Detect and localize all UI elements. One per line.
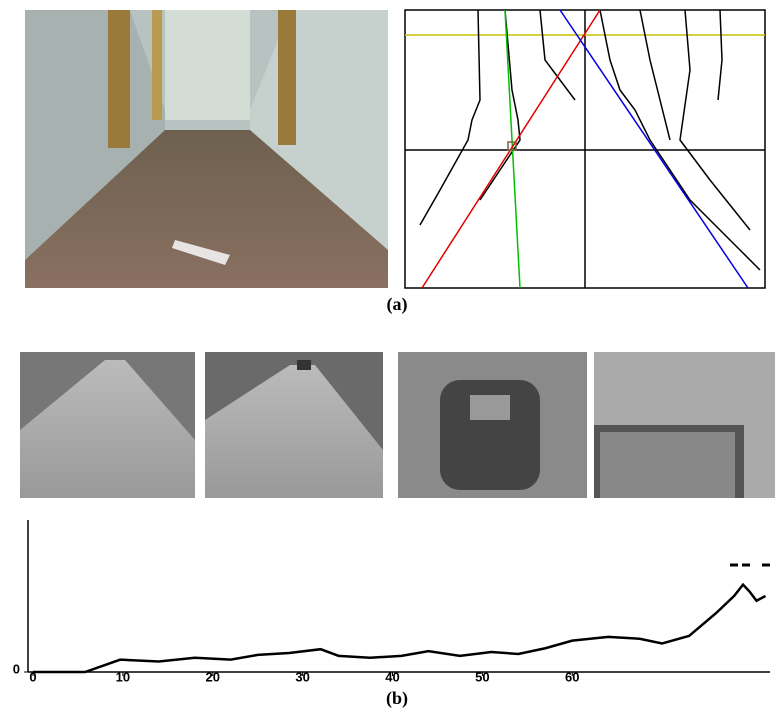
road-photos — [20, 352, 775, 498]
x-tick-label: 30 — [295, 669, 309, 684]
x-tick-label: 40 — [385, 669, 399, 684]
caption: (a) — [387, 294, 408, 315]
x-tick-label: 20 — [206, 669, 220, 684]
edge-plot — [404, 9, 766, 289]
x-tick-label: 60 — [565, 669, 579, 684]
caption: (b) — [386, 688, 408, 709]
x-tick-label: 50 — [475, 669, 489, 684]
data-line — [33, 582, 767, 674]
hallway-photo — [25, 10, 388, 288]
x-tick-label: 10 — [116, 669, 130, 684]
y-tick-label: 0 — [13, 661, 20, 676]
x-tick-label: 0 — [29, 669, 36, 684]
